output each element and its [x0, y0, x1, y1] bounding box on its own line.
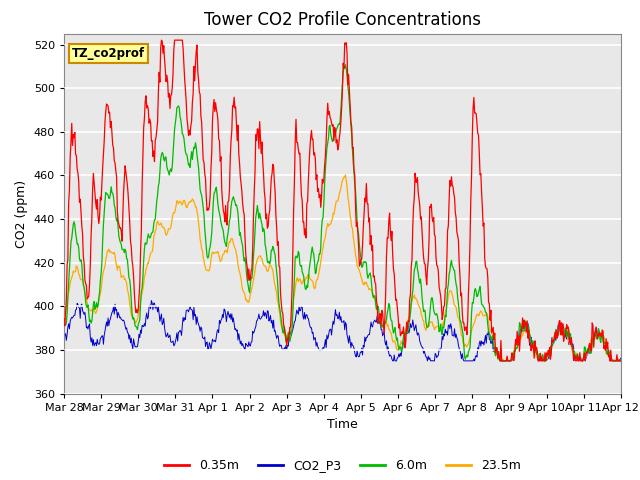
Title: Tower CO2 Profile Concentrations: Tower CO2 Profile Concentrations: [204, 11, 481, 29]
Y-axis label: CO2 (ppm): CO2 (ppm): [15, 180, 28, 248]
Text: TZ_co2prof: TZ_co2prof: [72, 47, 145, 60]
Legend: 0.35m, CO2_P3, 6.0m, 23.5m: 0.35m, CO2_P3, 6.0m, 23.5m: [159, 455, 525, 477]
X-axis label: Time: Time: [327, 418, 358, 431]
